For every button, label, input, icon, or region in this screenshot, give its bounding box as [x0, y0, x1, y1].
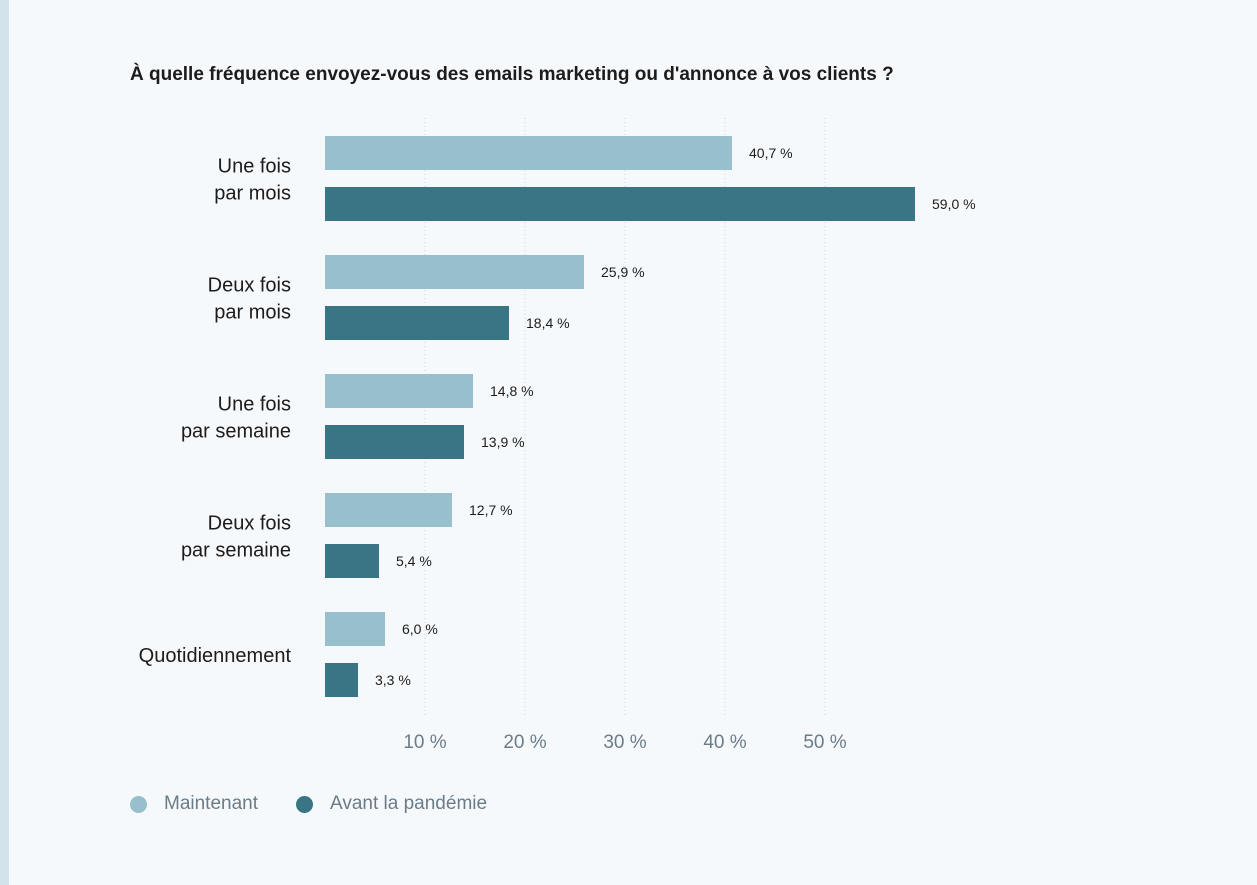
category-label-line: par semaine [181, 421, 291, 443]
bar-maintenant-2 [325, 374, 473, 408]
bar-avant-pandemie-0 [325, 187, 915, 221]
bar-maintenant-3 [325, 493, 452, 527]
category-label-2: Une fois par semaine [181, 394, 291, 443]
legend-label-maintenant: Maintenant [164, 793, 259, 814]
data-label-avant-pandemie-2: 13,9 % [481, 434, 525, 450]
bar-maintenant-4 [325, 612, 385, 646]
legend-swatch-maintenant [130, 795, 147, 813]
data-label-avant-pandemie-4: 3,3 % [375, 672, 411, 688]
category-label-line: Quotidiennement [139, 645, 292, 667]
x-tick-label-10: 10 % [403, 732, 446, 753]
legend-label-avant-pandemie: Avant la pandémie [330, 793, 488, 814]
bar-maintenant-0 [325, 136, 732, 170]
x-tick-label-40: 40 % [703, 732, 746, 753]
data-label-maintenant-1: 25,9 % [601, 264, 645, 280]
bar-maintenant-1 [325, 255, 584, 289]
left-accent-stripe [0, 0, 9, 885]
bar-avant-pandemie-2 [325, 425, 464, 459]
chart-title: À quelle fréquence envoyez-vous des emai… [130, 64, 894, 85]
data-label-maintenant-4: 6,0 % [402, 621, 438, 637]
x-tick-label-20: 20 % [503, 732, 546, 753]
data-label-maintenant-3: 12,7 % [469, 502, 513, 518]
category-label-1: Deux fois par mois [208, 275, 291, 324]
category-label-line: Deux fois [208, 513, 291, 535]
bar-avant-pandemie-1 [325, 306, 509, 340]
x-tick-label-50: 50 % [803, 732, 846, 753]
category-label-0: Une fois par mois [214, 156, 291, 205]
data-label-avant-pandemie-0: 59,0 % [932, 196, 976, 212]
data-label-avant-pandemie-3: 5,4 % [396, 553, 432, 569]
category-label-line: par mois [214, 302, 291, 324]
legend: Maintenant Avant la pandémie [130, 793, 525, 815]
data-label-avant-pandemie-1: 18,4 % [526, 315, 570, 331]
legend-swatch-avant-pandemie [296, 795, 314, 813]
category-label-3: Deux fois par semaine [181, 513, 291, 562]
category-label-line: Une fois [218, 394, 291, 416]
category-label-line: par mois [214, 183, 291, 205]
legend-item-maintenant: Maintenant [130, 793, 258, 815]
category-label-line: par semaine [181, 540, 291, 562]
legend-item-avant-pandemie: Avant la pandémie [296, 793, 487, 815]
x-tick-label-30: 30 % [603, 732, 646, 753]
bar-avant-pandemie-3 [325, 544, 379, 578]
category-label-line: Une fois [218, 156, 291, 178]
data-label-maintenant-2: 14,8 % [490, 383, 534, 399]
data-label-maintenant-0: 40,7 % [749, 145, 793, 161]
category-label-4: Quotidiennement [139, 645, 292, 667]
category-label-line: Deux fois [208, 275, 291, 297]
bar-avant-pandemie-4 [325, 663, 358, 697]
